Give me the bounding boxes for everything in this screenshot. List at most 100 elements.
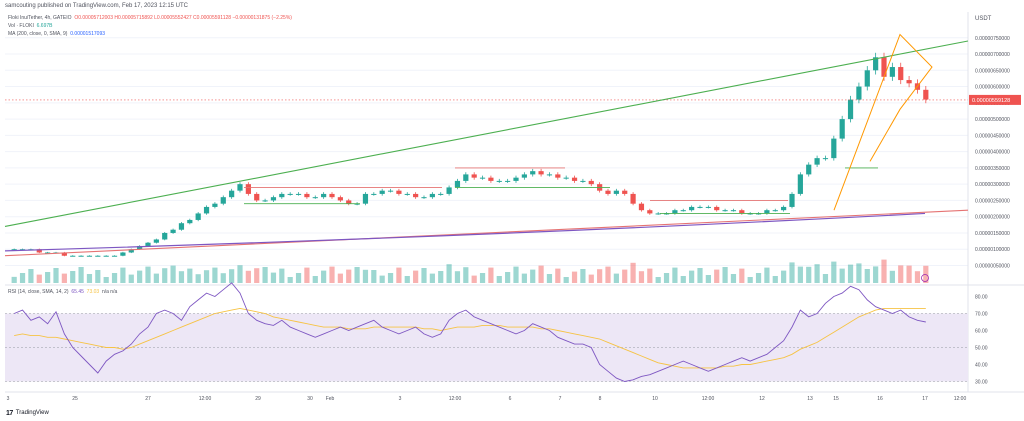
candle-body — [404, 193, 410, 195]
candle-body — [488, 177, 494, 181]
price-tick-label: 0.00000050000 — [975, 263, 1010, 269]
candle-body — [429, 193, 435, 198]
candle-body — [128, 249, 134, 253]
volume-bar — [889, 270, 895, 283]
ohlc-values: O0.00005712003 H0.00005715892 L0.0000555… — [74, 15, 292, 21]
publish-header: samcouting published on TradingView.com,… — [0, 0, 1024, 12]
volume-bar — [120, 267, 126, 283]
volume-bar — [714, 269, 720, 283]
volume-bar — [279, 268, 285, 283]
candle-body — [270, 197, 277, 201]
price-tick-label: 0.00000650000 — [975, 68, 1010, 74]
volume-bar — [28, 269, 34, 283]
price-tick-label: 0.00000350000 — [975, 166, 1010, 172]
candle-body — [162, 232, 168, 240]
last-price-tag — [969, 94, 1021, 105]
volume-bar — [488, 267, 494, 283]
candle-body — [11, 249, 17, 251]
price-tick-label: 0.00000150000 — [975, 231, 1010, 237]
candle-body — [78, 255, 84, 257]
time-tick-label: 7 — [559, 396, 562, 402]
time-tick-label: 10 — [652, 396, 658, 402]
rsi-tick-label: 40.00 — [975, 363, 988, 369]
volume-bar — [856, 263, 862, 283]
publish-text: samcouting published on TradingView.com,… — [5, 3, 188, 9]
candle-body — [463, 174, 469, 181]
volume-bar — [295, 273, 302, 283]
candle-body — [321, 193, 327, 198]
price-tick-label: 0.00000200000 — [975, 215, 1010, 221]
alert-icon — [921, 274, 929, 282]
candle-body — [36, 249, 42, 253]
candle-body — [19, 249, 26, 251]
volume-bar — [86, 274, 93, 283]
tradingview-brand: TradingView — [15, 410, 49, 416]
candle-body — [822, 158, 829, 160]
candle-body — [672, 210, 678, 214]
volume-bar — [739, 268, 745, 283]
candle-body — [546, 174, 553, 176]
candle-body — [354, 203, 360, 205]
volume-bar — [379, 275, 385, 283]
candle-body — [898, 67, 904, 81]
volume-bar — [53, 268, 59, 283]
time-tick-label: 17 — [922, 396, 928, 402]
rsi-tick-label: 60.00 — [975, 329, 988, 335]
candle-body — [555, 174, 561, 178]
volume-bar — [321, 270, 327, 283]
candle-body — [120, 252, 126, 256]
volume-bar — [153, 273, 159, 283]
candle-body — [153, 239, 159, 243]
volume-label: Vol · FLOKI — [8, 23, 34, 29]
candle-body — [111, 255, 118, 257]
price-tick-label: 0.00000250000 — [975, 198, 1010, 204]
time-tick-label: Feb — [326, 396, 335, 402]
candle-body — [454, 180, 461, 188]
legend-volume: Vol · FLOKI 6.697B — [8, 22, 52, 30]
volume-bar — [797, 266, 803, 283]
volume-bar — [396, 267, 402, 283]
volume-bar — [195, 274, 201, 283]
candle-body — [630, 193, 636, 204]
candle-body — [362, 193, 369, 204]
time-tick-label: 12:00 — [199, 396, 212, 402]
candle-body — [647, 210, 653, 214]
candle-body — [170, 229, 176, 233]
candle-body — [613, 190, 619, 194]
candle-body — [797, 174, 803, 194]
candle-body — [655, 213, 661, 215]
candle-body — [178, 223, 185, 230]
volume-bar — [245, 270, 251, 283]
candle-body — [923, 89, 929, 100]
candle-body — [187, 219, 193, 224]
volume-bar — [839, 268, 845, 283]
ma-label: MA (200, close, 0, SMA, 9) — [8, 31, 68, 37]
volume-bar — [563, 277, 569, 283]
legend-rsi: RSI (14, close, SMA, 14, 2) 65.45 73.03 … — [8, 288, 117, 296]
candle-body — [421, 197, 427, 199]
volume-bar — [705, 275, 711, 283]
candle-body — [730, 210, 737, 212]
volume-bar — [45, 272, 51, 283]
price-tick-label: 0.00000700000 — [975, 52, 1010, 58]
volume-bar — [479, 273, 486, 283]
rsi-ma-value: 73.03 — [86, 289, 100, 295]
volume-bar — [128, 274, 134, 283]
candle-body — [530, 171, 536, 175]
time-tick-label: 29 — [255, 396, 261, 402]
candle-body — [438, 193, 444, 195]
volume-bar — [463, 267, 469, 283]
volume-bar — [354, 267, 360, 283]
volume-bar — [170, 265, 176, 283]
candle-body — [346, 200, 352, 204]
candle-body — [312, 197, 318, 199]
candle-body — [295, 193, 302, 195]
candle-body — [237, 184, 243, 191]
moving-average-line — [4, 212, 926, 252]
candle-body — [45, 252, 51, 254]
chart-canvas[interactable]: 0.00000750000 0.00000700000 0.00000650000 0… — [0, 0, 1024, 406]
volume-bar — [530, 269, 536, 283]
rsi-ma-line — [14, 307, 926, 369]
volume-bar — [270, 272, 277, 283]
volume-bar — [672, 267, 678, 283]
